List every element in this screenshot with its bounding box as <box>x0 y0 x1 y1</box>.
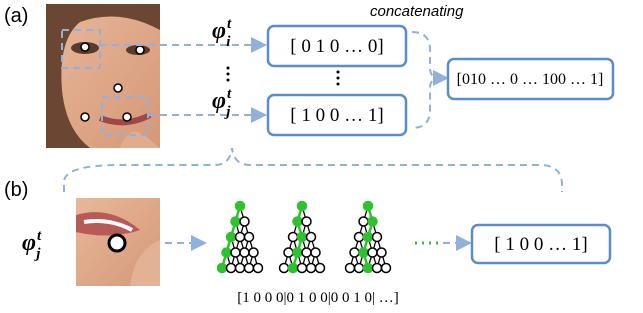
subscript: i <box>226 34 231 50</box>
diagram: (a) (b) φti φtj [ 0 1 0 … 0] [ 1 0 0 … 1… <box>0 0 643 313</box>
tree-node <box>293 217 302 226</box>
tree-node <box>377 248 386 257</box>
vector: [ 0 1 0 … 0] <box>290 36 383 57</box>
tree-node <box>307 264 316 273</box>
superscript: t <box>227 86 232 102</box>
tree-node <box>249 248 258 257</box>
tree-node <box>373 233 382 242</box>
panel-label: (a) <box>4 5 28 27</box>
tree-node <box>364 264 373 273</box>
vector: [ 1 0 0 … 1] <box>494 234 587 255</box>
symbol: φ <box>212 18 226 44</box>
tree-node <box>373 264 382 273</box>
vertical-dots <box>227 67 340 86</box>
tree-node <box>355 233 364 242</box>
panel-label: (b) <box>4 179 28 201</box>
tree-node <box>298 233 307 242</box>
tree-node <box>284 248 293 257</box>
tree-node <box>293 248 302 257</box>
tree-node <box>307 233 316 242</box>
leaf-code: [1 0 0 0|0 1 0 0|0 0 1 0| …] <box>237 290 399 306</box>
tree-node <box>364 202 373 211</box>
tree-node <box>364 233 373 242</box>
brace <box>412 32 440 128</box>
tree-node <box>240 248 249 257</box>
brace <box>64 148 562 192</box>
tree-node <box>359 217 368 226</box>
tree-node <box>316 264 325 273</box>
tree-node <box>298 202 307 211</box>
tree-node <box>368 217 377 226</box>
symbol: φ <box>22 230 36 256</box>
tree-node <box>236 233 245 242</box>
tree-node <box>289 233 298 242</box>
vector: [ 1 0 0 … 1] <box>290 105 383 126</box>
superscript: t <box>37 228 42 244</box>
tree-node <box>382 264 391 273</box>
vector: [010 … 0 … 100 … 1] <box>457 71 604 88</box>
tree-node <box>236 202 245 211</box>
subscript: j <box>224 104 231 120</box>
tree-node <box>311 248 320 257</box>
symbol: φ <box>212 88 226 114</box>
superscript: t <box>227 16 232 32</box>
subscript: j <box>34 246 41 262</box>
tree-node <box>298 264 307 273</box>
tree-node <box>280 264 289 273</box>
tree-node <box>254 264 263 273</box>
tree-node <box>245 264 254 273</box>
tree-node <box>245 233 254 242</box>
trees <box>218 202 391 273</box>
tree-node <box>231 248 240 257</box>
tree-node <box>222 248 231 257</box>
annotation: concatenating <box>370 3 464 20</box>
tree-node <box>289 264 298 273</box>
tree-node <box>240 217 249 226</box>
tree-node <box>359 248 368 257</box>
tree-node <box>350 248 359 257</box>
tree-node <box>236 264 245 273</box>
tree-node <box>227 264 236 273</box>
mouth-photo <box>76 198 160 286</box>
tree-node <box>302 217 311 226</box>
tree-node <box>227 233 236 242</box>
tree-node <box>218 264 227 273</box>
tree-node <box>368 248 377 257</box>
tree-node <box>231 217 240 226</box>
tree-node <box>302 248 311 257</box>
tree-node <box>355 264 364 273</box>
tree-node <box>346 264 355 273</box>
